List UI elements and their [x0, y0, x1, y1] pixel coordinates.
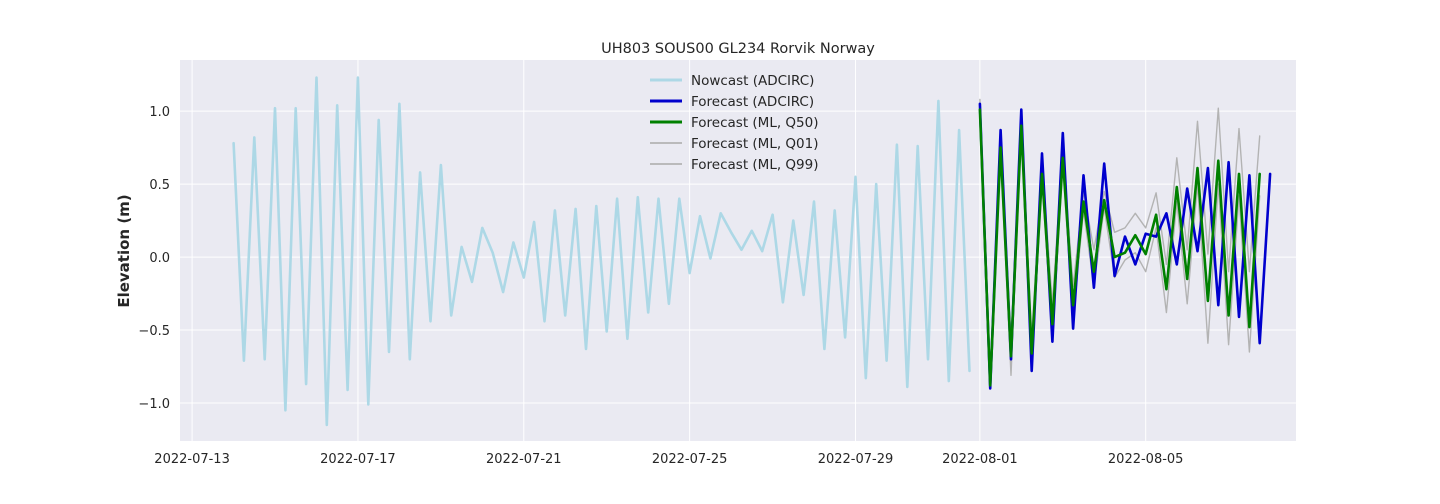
legend-label: Forecast (ML, Q50): [691, 115, 819, 131]
y-axis-label: Elevation (m): [115, 194, 133, 307]
y-tick-labels: −1.0 −0.5 0.0 0.5 1.0: [138, 105, 170, 412]
series-line-2: [978, 108, 1261, 387]
x-tick-label: 2022-08-05: [1108, 452, 1184, 467]
x-tick-label: 2022-07-25: [652, 452, 728, 467]
x-tick-labels: 2022-07-13 2022-07-17 2022-07-21 2022-07-25…: [154, 452, 1183, 467]
y-tick-label: 0.5: [149, 178, 170, 193]
y-tick-label: −0.5: [138, 324, 170, 339]
legend-label: Forecast (ADCIRC): [691, 94, 814, 110]
chart-title: UH803 SOUS00 GL234 Rorvik Norway: [601, 41, 875, 57]
x-tick-label: 2022-07-29: [818, 452, 894, 467]
legend-label: Forecast (ML, Q01): [691, 136, 819, 152]
legend-label: Forecast (ML, Q99): [691, 157, 819, 173]
legend-label: Nowcast (ADCIRC): [691, 73, 814, 89]
y-tick-label: −1.0: [138, 397, 170, 412]
x-tick-label: 2022-07-21: [486, 452, 562, 467]
x-tick-label: 2022-07-17: [320, 452, 396, 467]
y-tick-label: 1.0: [149, 105, 170, 120]
y-tick-label: 0.0: [149, 251, 170, 266]
series-layer: [232, 76, 1272, 427]
x-tick-label: 2022-07-13: [154, 452, 230, 467]
legend: Nowcast (ADCIRC) Forecast (ADCIRC) Forecas…: [650, 73, 819, 173]
series-line-0: [232, 76, 971, 427]
x-tick-label: 2022-08-01: [942, 452, 1018, 467]
